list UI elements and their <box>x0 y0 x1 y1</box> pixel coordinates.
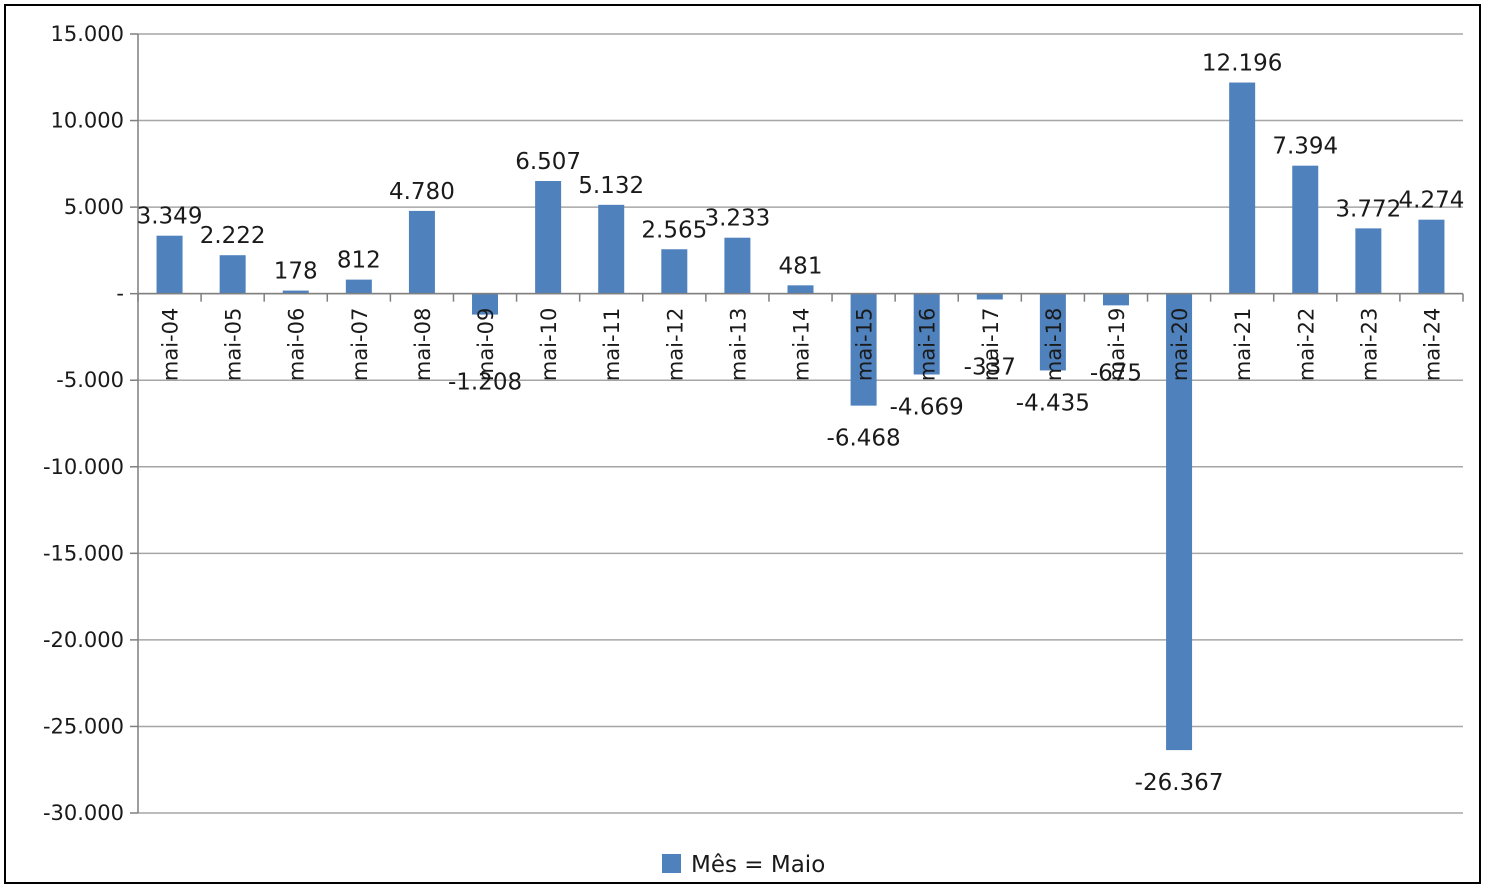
bar <box>408 210 435 294</box>
x-tick-label: mai-14 <box>790 308 814 381</box>
x-tick-label: mai-18 <box>1042 308 1066 381</box>
x-tick-label: mai-13 <box>726 308 750 381</box>
x-tick-label: mai-10 <box>537 308 561 381</box>
x-tick-label: mai-06 <box>285 308 309 381</box>
x-tick-label: mai-08 <box>411 308 435 381</box>
x-tick-label: mai-11 <box>600 308 624 381</box>
bar <box>1292 165 1319 294</box>
data-label: 2.222 <box>200 223 266 249</box>
x-tick-label: mai-04 <box>159 308 183 381</box>
gridlines <box>138 33 1463 814</box>
x-axis: mai-04 mai-05 mai-06 mai-07 mai-08 mai-09 mai-… <box>137 292 1464 381</box>
bar <box>345 279 372 294</box>
x-tick-label: mai-23 <box>1357 308 1381 381</box>
y-tick-label: -30.000 <box>43 801 124 825</box>
x-tick-label: mai-19 <box>1105 308 1129 381</box>
x-tick-label: mai-22 <box>1294 308 1318 381</box>
data-label: -4.669 <box>890 394 964 420</box>
data-label: 3.772 <box>1335 196 1401 222</box>
bar <box>282 290 309 294</box>
bar <box>1102 293 1129 306</box>
data-label: -6.468 <box>827 426 901 452</box>
y-tick-label: -25.000 <box>43 714 124 738</box>
bar <box>219 255 246 294</box>
bar <box>976 293 1003 300</box>
y-tick-label: 5.000 <box>64 195 124 219</box>
bar <box>850 293 877 406</box>
data-label: -4.435 <box>1016 390 1090 416</box>
data-label: 178 <box>274 259 318 285</box>
data-label: 3.349 <box>137 204 203 230</box>
legend-swatch <box>662 854 681 873</box>
data-label: 5.132 <box>578 173 644 199</box>
y-axis: 15.000 10.000 5.000 - -5.000 -10.000 -15.000 -2… <box>43 22 139 825</box>
bar <box>661 249 688 294</box>
data-label: -337 <box>964 355 1016 381</box>
data-label: -675 <box>1090 360 1142 386</box>
data-label: 3.233 <box>704 206 770 232</box>
x-tick-label: mai-09 <box>474 308 498 381</box>
x-tick-label: mai-17 <box>979 308 1003 381</box>
data-label: 4.274 <box>1399 188 1465 214</box>
y-tick-label: -15.000 <box>43 541 124 565</box>
bar-chart: 15.000 10.000 5.000 - -5.000 -10.000 -15.000 -2… <box>43 22 1465 878</box>
y-tick-label: -10.000 <box>43 455 124 479</box>
legend: Mês = Maio <box>662 852 825 878</box>
x-tick-label: mai-12 <box>663 308 687 381</box>
data-label: 2.565 <box>641 217 707 243</box>
legend-label: Mês = Maio <box>691 852 825 878</box>
data-label: 481 <box>779 253 823 279</box>
bar <box>1229 82 1256 294</box>
x-tick-label: mai-16 <box>916 308 940 381</box>
bar-series <box>156 82 1445 751</box>
bar <box>787 285 814 294</box>
x-tick-label: mai-15 <box>853 308 877 381</box>
bar <box>1418 219 1445 294</box>
x-tick-label: mai-21 <box>1231 308 1255 381</box>
x-tick-label: mai-24 <box>1420 308 1444 381</box>
bar <box>1166 293 1193 751</box>
data-label: 7.394 <box>1272 134 1338 160</box>
data-label: 12.196 <box>1202 51 1282 77</box>
bar <box>1355 228 1382 294</box>
x-tick-label: mai-07 <box>348 308 372 381</box>
bar <box>1039 293 1066 371</box>
bar <box>913 293 940 375</box>
bar <box>598 204 625 294</box>
data-label: 812 <box>337 248 381 274</box>
data-label: 6.507 <box>515 149 581 175</box>
y-tick-label: 15.000 <box>51 22 124 46</box>
bar <box>535 181 562 294</box>
chart-frame: 15.000 10.000 5.000 - -5.000 -10.000 -15.000 -2… <box>4 4 1481 884</box>
x-tick-label: mai-05 <box>222 308 246 381</box>
bar <box>156 235 183 294</box>
data-label: -1.208 <box>448 370 522 396</box>
data-label: -26.367 <box>1135 770 1224 796</box>
x-tick-label: mai-20 <box>1168 308 1192 381</box>
data-label: 4.780 <box>389 179 455 205</box>
y-tick-label: - <box>116 282 124 306</box>
y-tick-label: -20.000 <box>43 628 124 652</box>
bar <box>472 293 499 315</box>
y-tick-label: -5.000 <box>56 368 124 392</box>
bar <box>724 237 751 294</box>
y-tick-label: 10.000 <box>51 109 124 133</box>
